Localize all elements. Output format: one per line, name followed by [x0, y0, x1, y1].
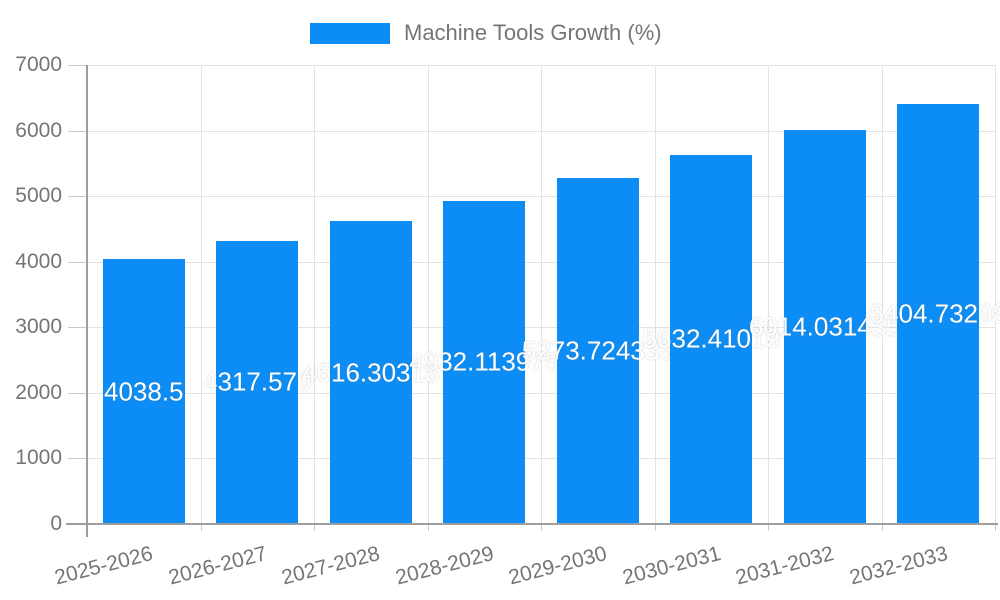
x-tick-label: 2028-2029	[393, 542, 497, 590]
bar-value-label: 4317.579	[203, 366, 312, 397]
v-gridline	[314, 65, 315, 524]
x-axis-tick	[995, 524, 996, 531]
y-axis-line	[86, 65, 88, 537]
bar[interactable]	[216, 240, 299, 524]
bar-value-label: 6014.031435	[748, 311, 901, 342]
bar[interactable]	[329, 221, 412, 524]
x-tick-label: 2030-2031	[620, 542, 724, 590]
y-axis-tick	[68, 65, 87, 66]
x-axis-tick	[314, 524, 315, 531]
y-tick-label: 5000	[15, 184, 62, 208]
v-gridline	[768, 65, 769, 524]
x-tick-label: 2025-2026	[52, 542, 156, 590]
x-tick-label: 2029-2030	[506, 542, 610, 590]
bar[interactable]	[670, 154, 753, 524]
bar-value-label: 5273.724335	[521, 335, 674, 366]
bar[interactable]	[783, 129, 866, 524]
bar-value-label: 4038.5	[103, 376, 184, 407]
x-axis-line	[66, 523, 998, 525]
x-tick-label: 2031-2032	[733, 542, 837, 590]
bar-value-label: 4616.30318	[302, 357, 440, 388]
legend: Machine Tools Growth (%)	[310, 20, 662, 45]
y-tick-label: 7000	[15, 53, 62, 76]
x-axis-tick	[654, 524, 656, 531]
bar-value-label: 4932.113975	[409, 346, 560, 377]
bar[interactable]	[443, 200, 526, 524]
v-gridline	[541, 65, 542, 524]
y-tick-label: 0	[50, 512, 62, 535]
x-axis-tick	[768, 524, 769, 531]
x-axis-tick	[200, 524, 202, 531]
v-gridline	[881, 65, 883, 524]
bar[interactable]	[556, 178, 639, 524]
x-axis-tick	[541, 524, 542, 531]
legend-label: Machine Tools Growth (%)	[404, 20, 662, 45]
y-axis-tick	[68, 130, 87, 132]
v-gridline	[995, 65, 996, 524]
y-axis-tick	[68, 196, 87, 198]
x-axis-tick	[427, 524, 429, 531]
x-axis-tick	[881, 524, 883, 531]
v-gridline	[654, 65, 656, 524]
y-axis-tick	[68, 327, 87, 329]
y-tick-label: 2000	[15, 380, 62, 404]
y-tick-label: 3000	[15, 315, 62, 339]
x-tick-label: 2027-2028	[279, 542, 383, 590]
x-tick-label: 2026-2027	[166, 542, 270, 590]
y-tick-label: 1000	[15, 446, 62, 470]
y-tick-label: 6000	[15, 118, 62, 142]
v-gridline	[200, 65, 202, 524]
x-tick-label: 2032-2033	[847, 542, 951, 590]
y-axis-tick	[68, 261, 87, 263]
bar-value-label: 5632.41019	[642, 323, 780, 354]
bar-value-label: 6404.73298	[869, 298, 1000, 329]
legend-swatch	[310, 22, 390, 44]
bar[interactable]	[897, 104, 980, 524]
bar[interactable]	[102, 259, 185, 524]
y-axis-tick	[68, 458, 87, 460]
y-tick-label: 4000	[15, 249, 62, 273]
v-gridline	[427, 65, 429, 524]
y-axis-tick	[68, 392, 87, 394]
